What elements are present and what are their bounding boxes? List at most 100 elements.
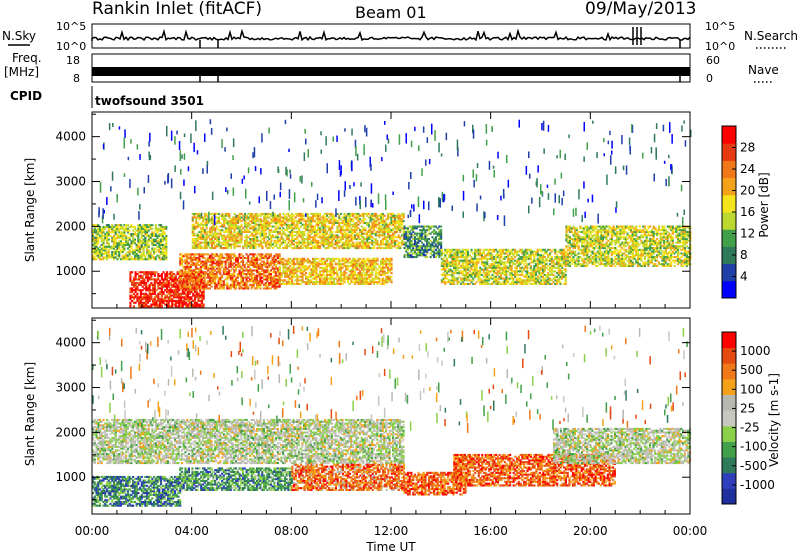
data-cell: [114, 229, 117, 232]
data-cell: [250, 269, 253, 272]
data-cell: [180, 294, 183, 297]
data-cell: [392, 236, 395, 239]
data-cell: [310, 273, 313, 276]
data-cell: [201, 280, 204, 283]
data-cell: [355, 273, 358, 276]
data-cell: [208, 283, 211, 286]
data-cell: [114, 231, 117, 234]
data-cell: [164, 285, 167, 288]
data-cell: [152, 285, 155, 288]
data-cell: [182, 282, 185, 285]
data-cell: [346, 239, 349, 242]
data-cell: [417, 248, 420, 251]
data-cell: [183, 276, 186, 279]
data-cell: [355, 247, 358, 250]
data-cell: [376, 263, 379, 266]
data-cell: [385, 272, 388, 275]
data-cell: [381, 257, 384, 260]
data-cell: [282, 232, 285, 235]
data-cell: [270, 236, 273, 239]
data-cell: [322, 257, 325, 260]
data-cell: [219, 230, 222, 233]
data-cell: [164, 296, 167, 299]
data-cell: [202, 276, 205, 279]
data-cell: [329, 241, 332, 244]
data-cell: [359, 275, 362, 278]
data-cell: [229, 255, 232, 258]
data-cell: [275, 253, 278, 256]
data-cell: [116, 254, 119, 257]
data-cell: [143, 296, 146, 299]
data-cell: [338, 259, 341, 262]
data-cell: [367, 261, 370, 264]
data-cell: [114, 252, 117, 255]
data-cell: [301, 277, 304, 280]
data-cell: [338, 239, 341, 242]
data-cell: [343, 232, 346, 235]
data-cell: [123, 254, 126, 257]
data-cell: [254, 234, 257, 237]
data-cell: [369, 234, 372, 237]
data-cell: [292, 247, 295, 250]
data-cell: [114, 225, 117, 228]
data-cell: [203, 218, 206, 221]
data-cell: [123, 258, 126, 261]
data-cell: [104, 247, 107, 250]
data-cell: [195, 221, 198, 224]
data-cell: [296, 232, 299, 235]
data-cell: [191, 260, 194, 263]
data-cell: [144, 236, 147, 239]
data-cell: [312, 270, 315, 273]
data-cell: [203, 247, 206, 250]
data-cell: [259, 230, 262, 233]
data-cell: [376, 227, 379, 230]
data-cell: [247, 265, 250, 268]
data-cell: [269, 273, 272, 276]
data-cell: [104, 236, 107, 239]
data-cell: [440, 268, 443, 271]
data-cell: [257, 223, 260, 226]
data-cell: [145, 301, 148, 304]
data-cell: [352, 261, 355, 264]
data-cell: [269, 278, 272, 281]
data-cell: [237, 214, 240, 217]
data-cell: [254, 230, 257, 233]
data-cell: [292, 257, 295, 260]
data-cell: [228, 238, 231, 241]
data-cell: [327, 234, 330, 237]
data-cell: [331, 266, 334, 269]
data-cell: [359, 218, 362, 221]
data-cell: [198, 282, 201, 285]
data-cell: [228, 230, 231, 233]
data-cell: [346, 241, 349, 244]
data-cell: [403, 236, 406, 239]
data-cell: [332, 259, 335, 262]
data-cell: [200, 216, 203, 219]
data-cell: [431, 230, 434, 233]
data-cell: [160, 251, 163, 254]
data-cell: [235, 245, 238, 248]
data-cell: [380, 243, 383, 246]
data-cell: [137, 243, 140, 246]
data-cell: [374, 221, 377, 224]
data-cell: [369, 227, 372, 230]
data-cell: [285, 245, 288, 248]
data-cell: [195, 243, 198, 246]
data-cell: [399, 221, 402, 224]
data-cell: [134, 301, 137, 304]
data-cell: [235, 218, 238, 221]
data-cell: [280, 272, 283, 275]
data-cell: [264, 227, 267, 230]
data-cell: [191, 212, 194, 215]
data-cell: [210, 221, 213, 224]
data-cell: [415, 225, 418, 228]
data-cell: [249, 283, 252, 286]
data-cell: [224, 212, 227, 215]
data-cell: [268, 216, 271, 219]
data-cell: [151, 238, 154, 241]
data-cell: [269, 269, 272, 272]
data-cell: [137, 247, 140, 250]
data-cell: [157, 273, 160, 276]
data-cell: [176, 283, 179, 286]
data-cell: [240, 256, 243, 259]
